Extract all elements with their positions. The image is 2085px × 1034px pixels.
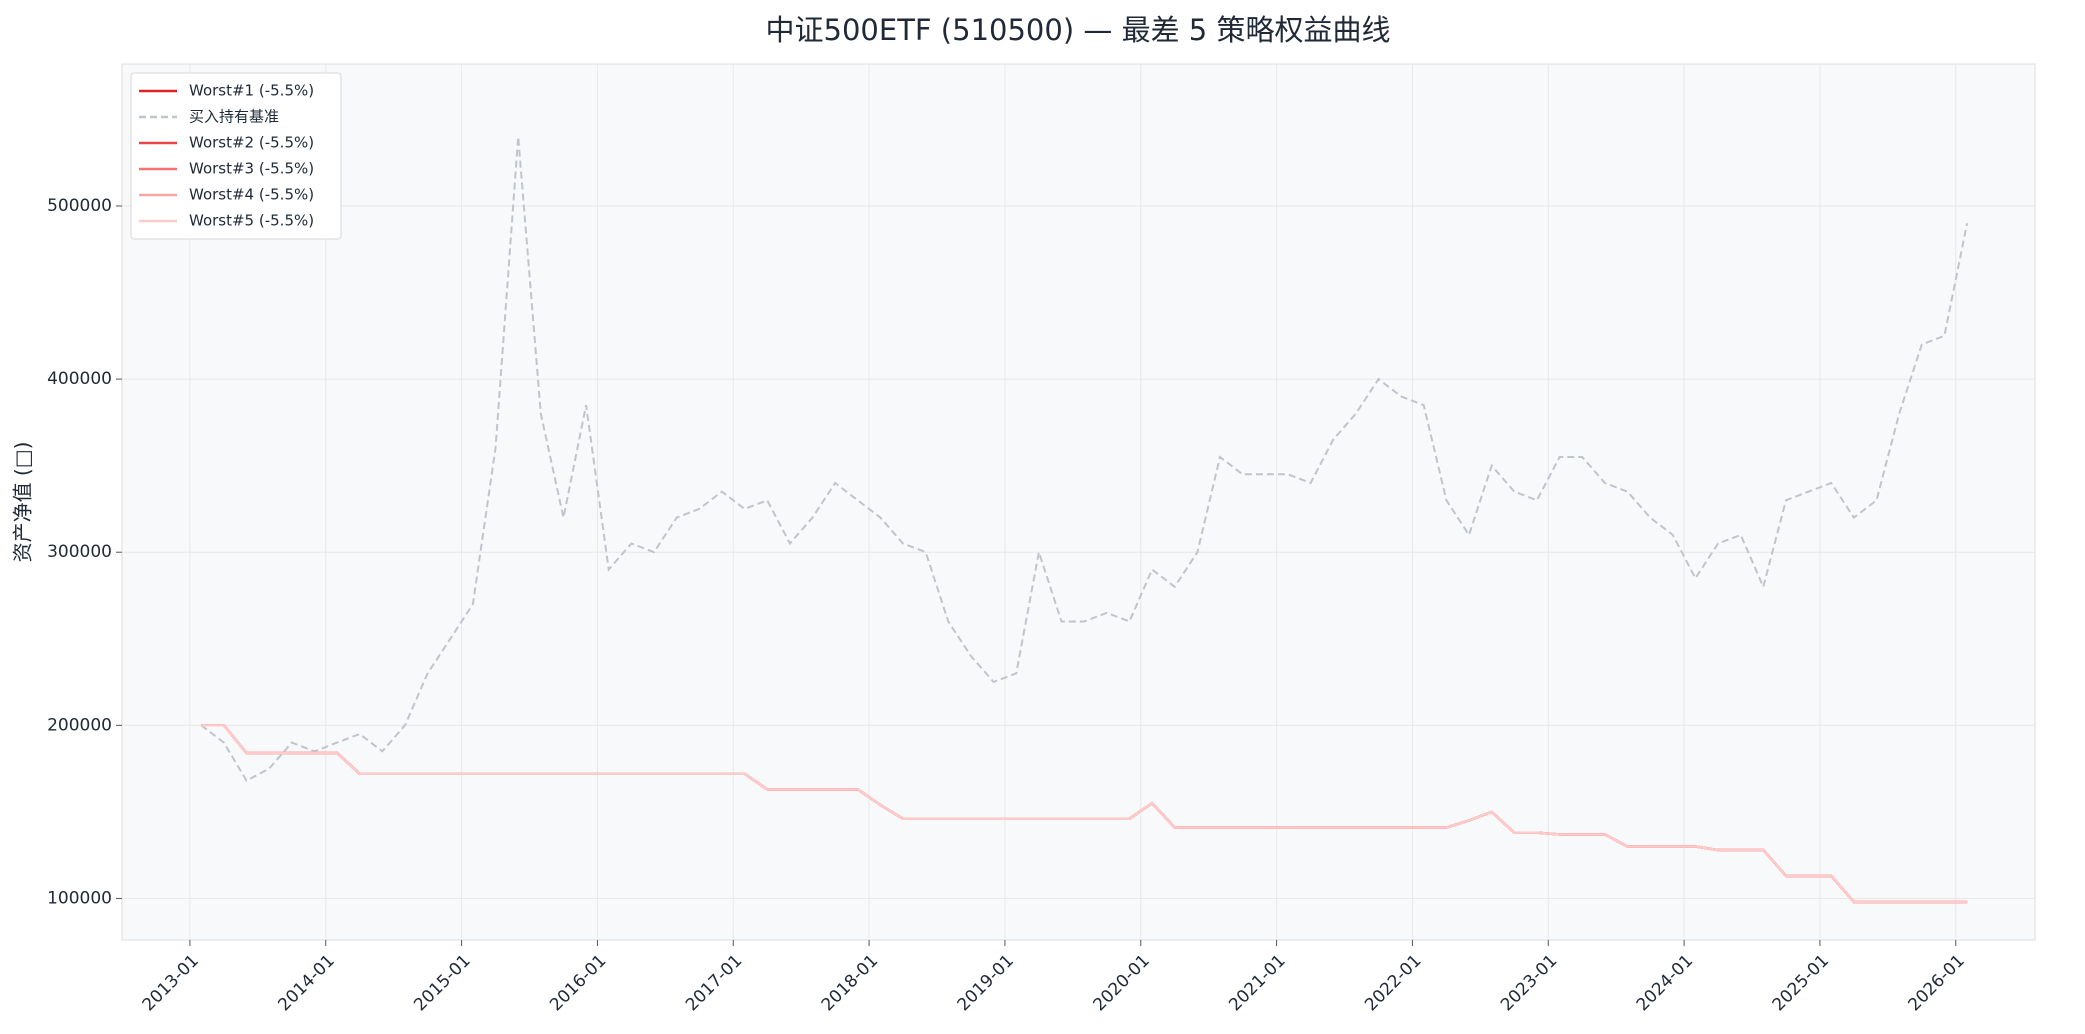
y-tick-label: 100000 — [47, 888, 112, 908]
legend-label: Worst#4 (-5.5%) — [189, 186, 314, 204]
y-tick-label: 300000 — [47, 542, 112, 562]
x-tick-label: 2021-01 — [1225, 951, 1289, 1015]
legend: Worst#1 (-5.5%) 买入持有基准 Worst#2 (-5.5%) Wors… — [130, 72, 342, 240]
series-line — [200, 136, 1969, 783]
x-tick-label: 2017-01 — [682, 951, 746, 1015]
x-tick-label: 2013-01 — [139, 951, 203, 1015]
legend-label: Worst#5 (-5.5%) — [189, 212, 314, 230]
x-tick-label: 2015-01 — [410, 951, 474, 1015]
x-tick-label: 2023-01 — [1497, 951, 1561, 1015]
lines — [200, 136, 1969, 904]
y-tick-label: 400000 — [47, 369, 112, 389]
series-line — [201, 724, 1968, 904]
y-tick-label: 200000 — [47, 715, 112, 735]
chart-title: 中证500ETF (510500) — 最差 5 策略权益曲线 — [766, 13, 1391, 47]
legend-label: Worst#2 (-5.5%) — [189, 134, 314, 152]
x-tick-label: 2022-01 — [1361, 951, 1425, 1015]
x-tick-label: 2025-01 — [1769, 951, 1833, 1015]
y-tick-label: 500000 — [47, 196, 112, 216]
x-tick-label: 2018-01 — [818, 951, 882, 1015]
y-axis-label: 资产净值 (□) — [11, 442, 35, 563]
x-tick-label: 2024-01 — [1633, 951, 1697, 1015]
legend-label: Worst#1 (-5.5%) — [189, 82, 314, 100]
x-tick-label: 2019-01 — [954, 951, 1018, 1015]
legend-box — [130, 72, 342, 240]
legend-label: Worst#3 (-5.5%) — [189, 160, 314, 178]
x-tick-label: 2014-01 — [274, 951, 338, 1015]
legend-label: 买入持有基准 — [189, 108, 279, 126]
x-tick-label: 2020-01 — [1089, 951, 1153, 1015]
x-tick-label: 2026-01 — [1904, 951, 1968, 1015]
plot-area — [121, 63, 2036, 941]
x-tick-label: 2016-01 — [546, 951, 610, 1015]
